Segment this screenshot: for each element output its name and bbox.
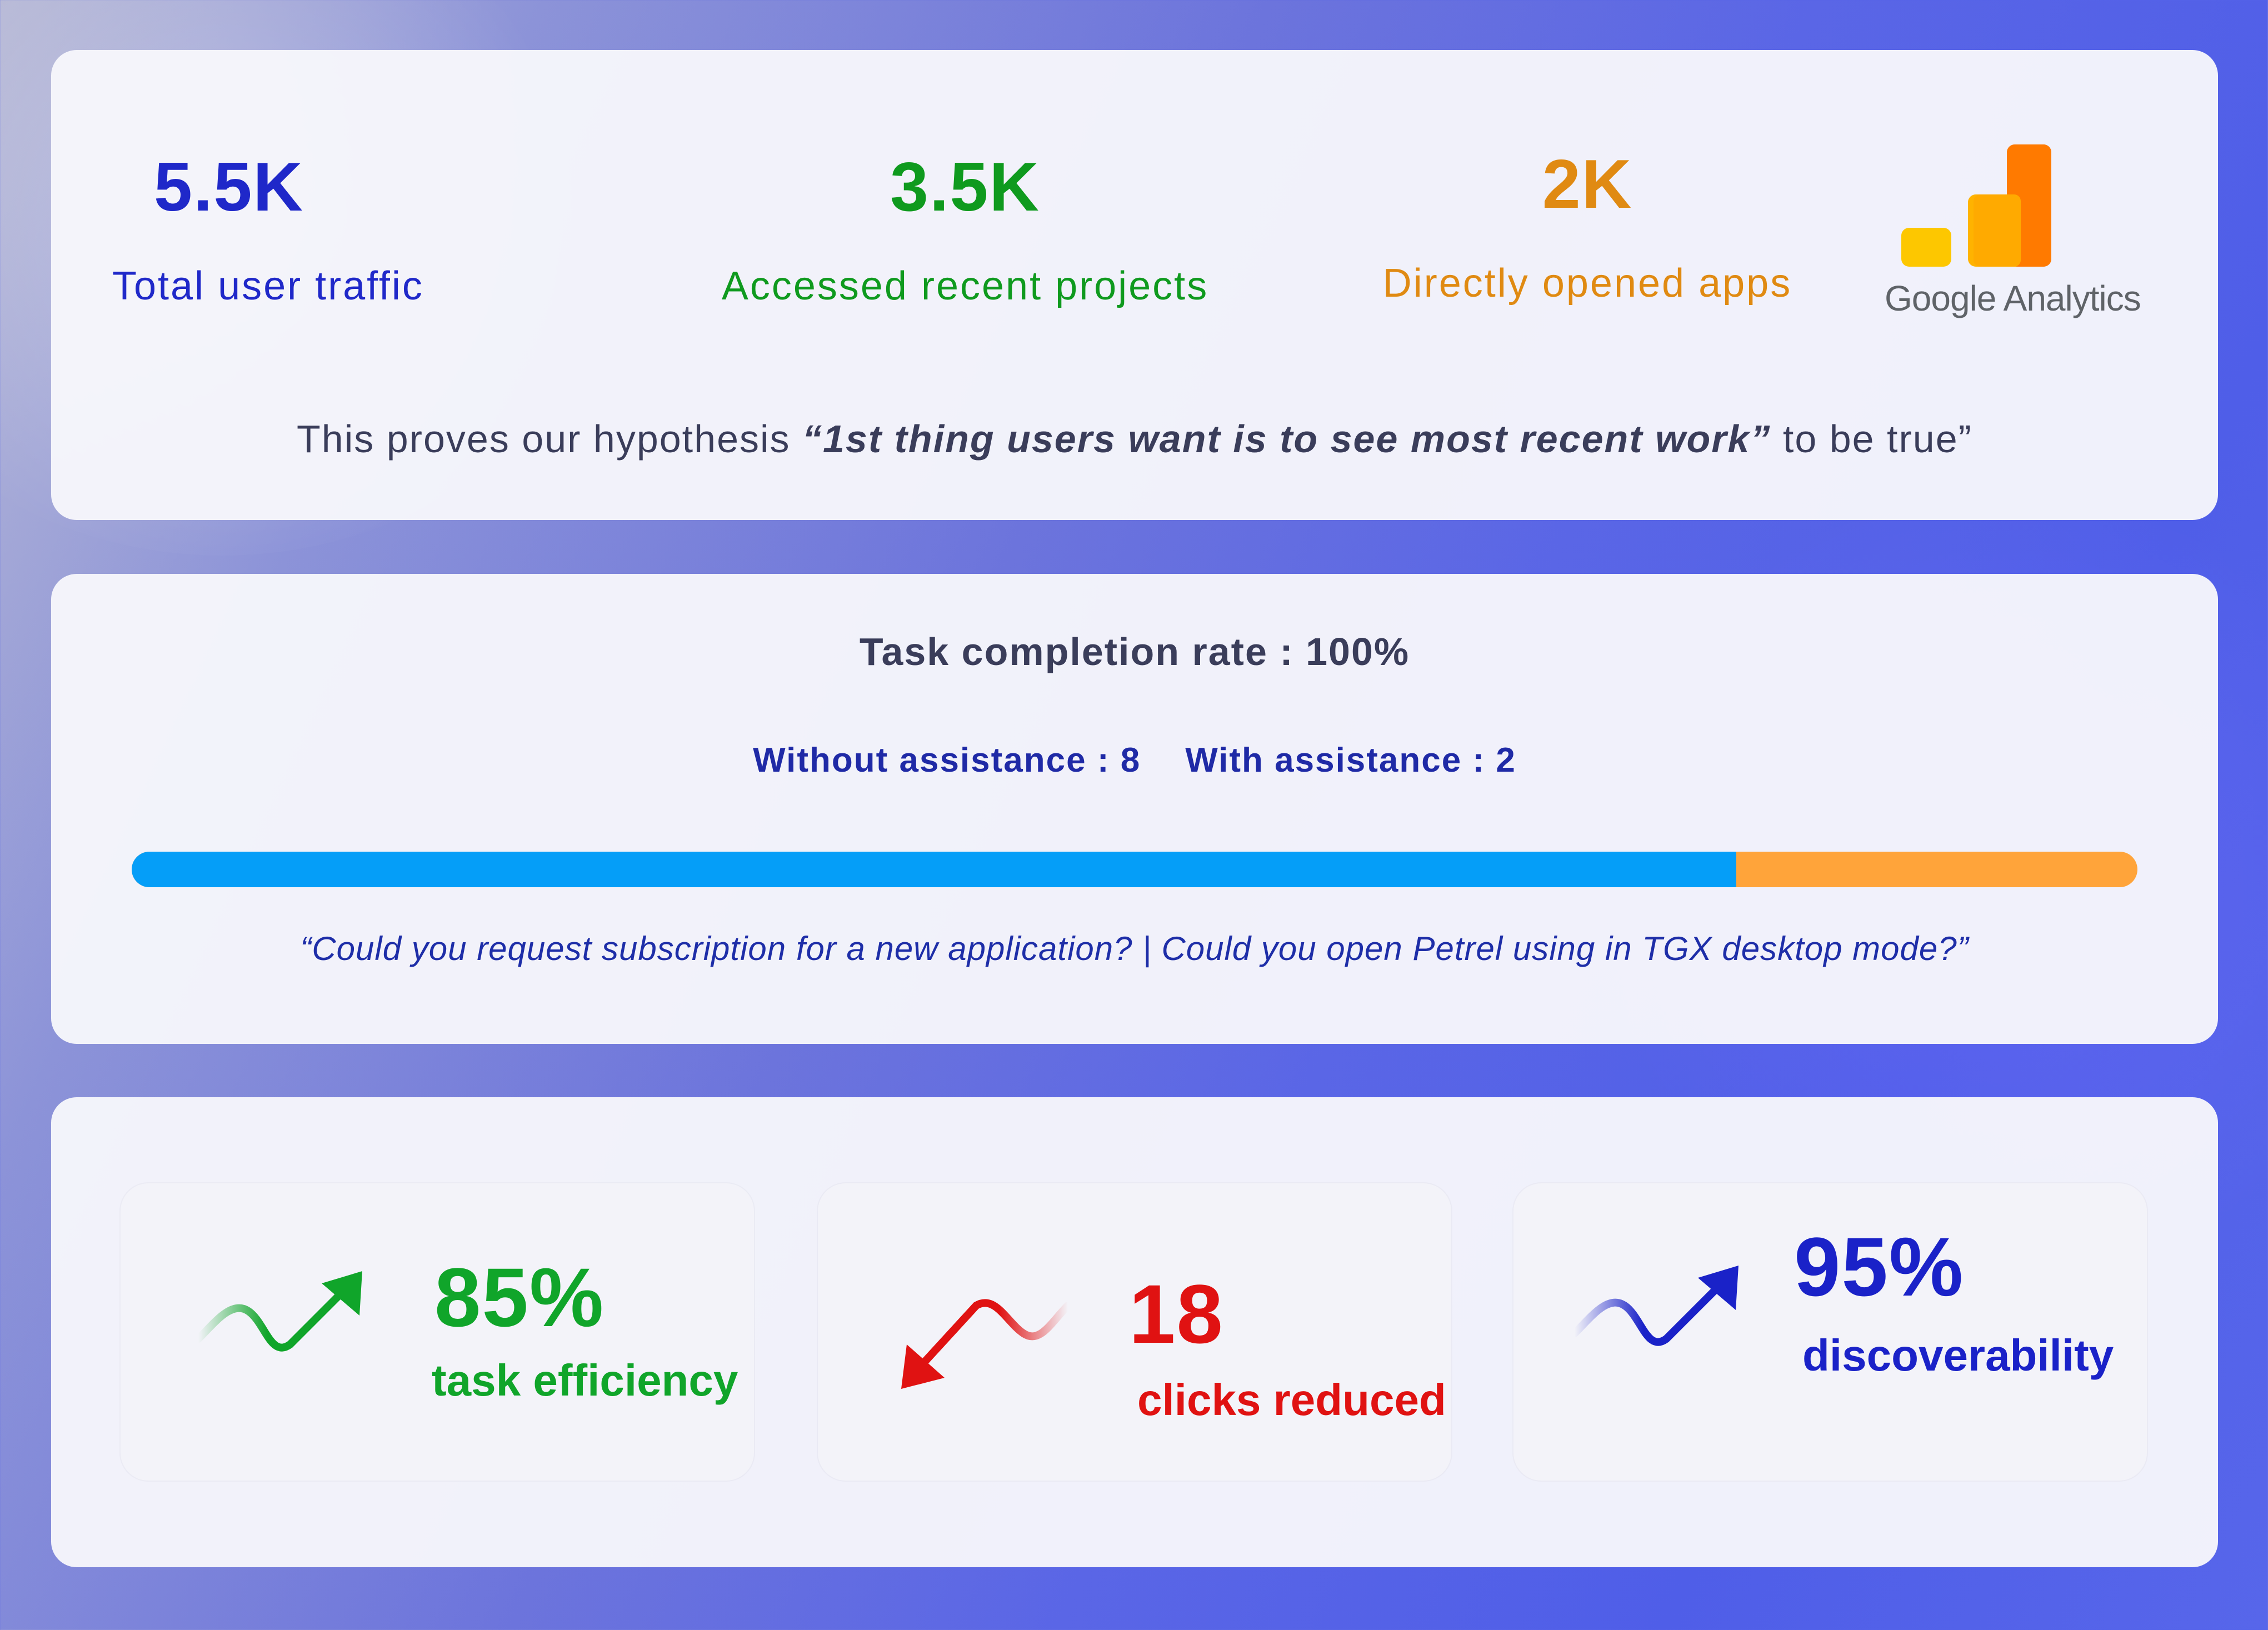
trend-up-arrow-icon <box>1571 1266 1739 1346</box>
metric-value: 95% <box>1794 1220 1965 1313</box>
google-analytics-icon <box>1901 144 2051 267</box>
stat-total-user-traffic: 5.5K Total user traffic <box>112 149 424 308</box>
hypothesis-statement: This proves our hypothesis “1st thing us… <box>51 417 2218 461</box>
stat-accessed-recent-projects: 3.5K Accessed recent projects <box>623 153 1307 306</box>
hypothesis-suffix: to be true” <box>1771 417 1972 461</box>
traffic-stats-card: 5.5K Total user traffic 3.5K Accessed re… <box>51 50 2218 520</box>
metric-clicks-reduced: 18 clicks reduced <box>818 1183 1451 1481</box>
stat-value: 2K <box>1542 146 1633 223</box>
metric-label: task efficiency <box>432 1356 738 1405</box>
impact-metrics-card: 85% task efficiency 18 clicks reduced <box>51 1097 2218 1567</box>
google-analytics-logo-text: Google Analytics <box>1885 278 2141 318</box>
metric-value: 18 <box>1129 1267 1224 1361</box>
stat-directly-opened-apps: 2K Directly opened apps <box>1246 150 1929 303</box>
with-assistance-count: With assistance : 2 <box>1185 741 1516 779</box>
metric-label: discoverability <box>1802 1331 2114 1380</box>
without-assistance-fill <box>132 852 1736 887</box>
assistance-breakdown: Without assistance : 8 With assistance : … <box>51 741 2218 780</box>
stat-value: 3.5K <box>890 149 1040 226</box>
trend-down-arrow-icon <box>901 1299 1072 1389</box>
stat-label: Total user traffic <box>112 264 424 308</box>
metric-discoverability: 95% discoverability <box>1513 1183 2147 1481</box>
trend-up-arrow-icon <box>194 1271 362 1352</box>
metric-value: 85% <box>434 1251 605 1344</box>
hypothesis-quote: “1st thing users want is to see most rec… <box>802 417 1771 461</box>
stat-label: Accessed recent projects <box>721 264 1209 308</box>
stat-label: Directly opened apps <box>1382 261 1792 306</box>
hypothesis-prefix: This proves our hypothesis <box>297 417 802 461</box>
metric-label: clicks reduced <box>1137 1375 1446 1424</box>
metric-task-efficiency: 85% task efficiency <box>121 1183 754 1481</box>
stat-value: 5.5K <box>154 149 304 226</box>
assistance-progress-bar <box>132 852 2137 887</box>
task-completion-title: Task completion rate : 100% <box>859 630 1410 673</box>
without-assistance-count: Without assistance : 8 <box>753 741 1141 779</box>
task-completion-card: Task completion rate : 100% Without assi… <box>51 574 2218 1044</box>
task-questions: “Could you request subscription for a ne… <box>300 930 1969 967</box>
